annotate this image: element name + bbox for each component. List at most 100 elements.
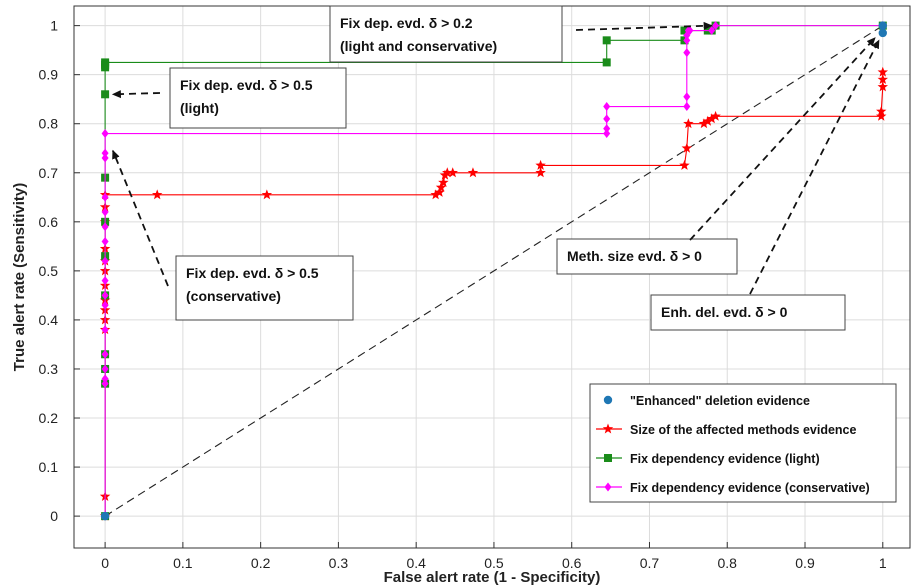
annotation-box xyxy=(169,67,347,129)
data-point xyxy=(702,115,714,126)
chance-diagonal xyxy=(104,25,884,517)
annotation-4: Enh. del. evd. δ > 0 xyxy=(650,39,880,331)
data-point xyxy=(101,58,110,67)
annotation-3: Meth. size evd. δ > 0 xyxy=(556,37,876,275)
data-point xyxy=(101,379,109,389)
legend-item-2: Fix dependency evidence (light) xyxy=(596,452,820,466)
data-point xyxy=(101,192,109,202)
data-point xyxy=(876,105,887,116)
axes: 0 0.1 0.2 0.3 0.4 0.5 0.6 0.7 0.8 0.9 1 0 0.1 0.2 0.3 0… xyxy=(39,5,911,571)
y-tick-label: 0.9 xyxy=(39,67,59,83)
annotation-arrow xyxy=(575,21,713,31)
data-point xyxy=(877,81,889,92)
legend-marker xyxy=(602,423,614,434)
annotation-text: Fix dep. evd. δ > 0.2 xyxy=(340,15,473,31)
data-point xyxy=(603,129,611,139)
y-tick-label: 0.8 xyxy=(39,116,59,132)
data-point xyxy=(681,142,693,153)
x-tick-label: 0.6 xyxy=(562,555,582,571)
data-point xyxy=(603,124,611,134)
data-point xyxy=(101,256,109,266)
y-tick-label: 0.3 xyxy=(39,361,59,377)
y-tick-label: 0 xyxy=(50,508,58,524)
data-point xyxy=(878,28,887,38)
data-point xyxy=(430,189,441,200)
diagonal-line xyxy=(104,25,884,517)
data-point xyxy=(602,36,611,45)
data-point xyxy=(710,110,721,121)
data-point xyxy=(442,167,453,178)
data-point xyxy=(101,300,109,310)
x-tick-label: 0.4 xyxy=(406,555,426,571)
data-point xyxy=(876,110,887,121)
data-point xyxy=(101,325,109,335)
annotation-box xyxy=(650,294,846,331)
x-tick-label: 0.8 xyxy=(718,555,738,571)
data-point xyxy=(698,118,710,129)
annotation-arrow xyxy=(689,37,876,241)
data-point xyxy=(683,35,691,45)
y-tick-label: 0.5 xyxy=(39,263,59,279)
data-point xyxy=(101,129,109,139)
data-point xyxy=(683,48,691,58)
annotation-text: Meth. size evd. δ > 0 xyxy=(567,248,702,264)
data-point xyxy=(101,290,109,300)
data-point xyxy=(683,102,691,112)
data-point xyxy=(878,21,887,30)
data-point xyxy=(679,159,690,170)
data-point xyxy=(101,236,109,246)
annotation-arrow xyxy=(112,149,169,287)
data-point xyxy=(101,276,109,286)
annotation-0: Fix dep. evd. δ > 0.2 (light and conserva… xyxy=(329,5,713,63)
annotation-box xyxy=(556,238,738,275)
y-tick-label: 0.6 xyxy=(39,214,59,230)
annotation-text: Fix dep. evd. δ > 0.5 xyxy=(180,77,313,93)
data-point xyxy=(877,74,889,85)
legend-box xyxy=(589,383,897,503)
data-point xyxy=(101,222,109,232)
x-tick-label: 0.1 xyxy=(173,555,193,571)
data-point xyxy=(683,92,691,102)
annotation-text: Enh. del. evd. δ > 0 xyxy=(661,304,788,320)
data-point xyxy=(535,167,546,178)
annotation-text: (light) xyxy=(180,100,219,116)
x-tick-label: 0.3 xyxy=(329,555,349,571)
annotation-text: (light and conservative) xyxy=(340,38,497,54)
data-point xyxy=(101,153,109,163)
annotation-1: Fix dep. evd. δ > 0.5 (light) xyxy=(111,67,347,129)
data-point xyxy=(261,189,273,200)
data-point xyxy=(603,102,611,112)
legend-item-0: "Enhanced" deletion evidence xyxy=(603,394,810,408)
data-point xyxy=(686,26,694,36)
y-tick-label: 0.1 xyxy=(39,459,59,475)
data-point xyxy=(101,207,109,217)
data-point xyxy=(603,114,611,124)
data-point xyxy=(447,167,458,178)
legend-label: Size of the affected methods evidence xyxy=(630,423,856,437)
data-point xyxy=(100,511,110,521)
legend-marker xyxy=(604,454,612,462)
data-point xyxy=(434,186,445,197)
data-point xyxy=(467,167,479,178)
annotation-box xyxy=(175,255,354,321)
legend-label: Fix dependency evidence (conservative) xyxy=(630,481,870,495)
data-point xyxy=(683,30,691,40)
legend-label: "Enhanced" deletion evidence xyxy=(630,394,810,408)
data-point xyxy=(706,113,717,124)
legend-item-3: Fix dependency evidence (conservative) xyxy=(596,481,870,495)
data-point xyxy=(101,374,109,384)
series-0 xyxy=(100,21,887,521)
x-tick-label: 0.7 xyxy=(640,555,660,571)
x-tick-label: 0 xyxy=(101,555,109,571)
y-tick-label: 0.7 xyxy=(39,165,59,181)
data-point xyxy=(877,66,889,77)
legend-marker xyxy=(603,395,613,405)
x-tick-label: 1 xyxy=(879,555,887,571)
annotation-text: (conservative) xyxy=(186,288,281,304)
legend-item-1: Size of the affected methods evidence xyxy=(596,423,856,437)
x-tick-label: 0.2 xyxy=(251,555,271,571)
data-point xyxy=(712,21,720,31)
x-tick-label: 0.5 xyxy=(484,555,504,571)
annotation-arrow xyxy=(111,90,161,99)
